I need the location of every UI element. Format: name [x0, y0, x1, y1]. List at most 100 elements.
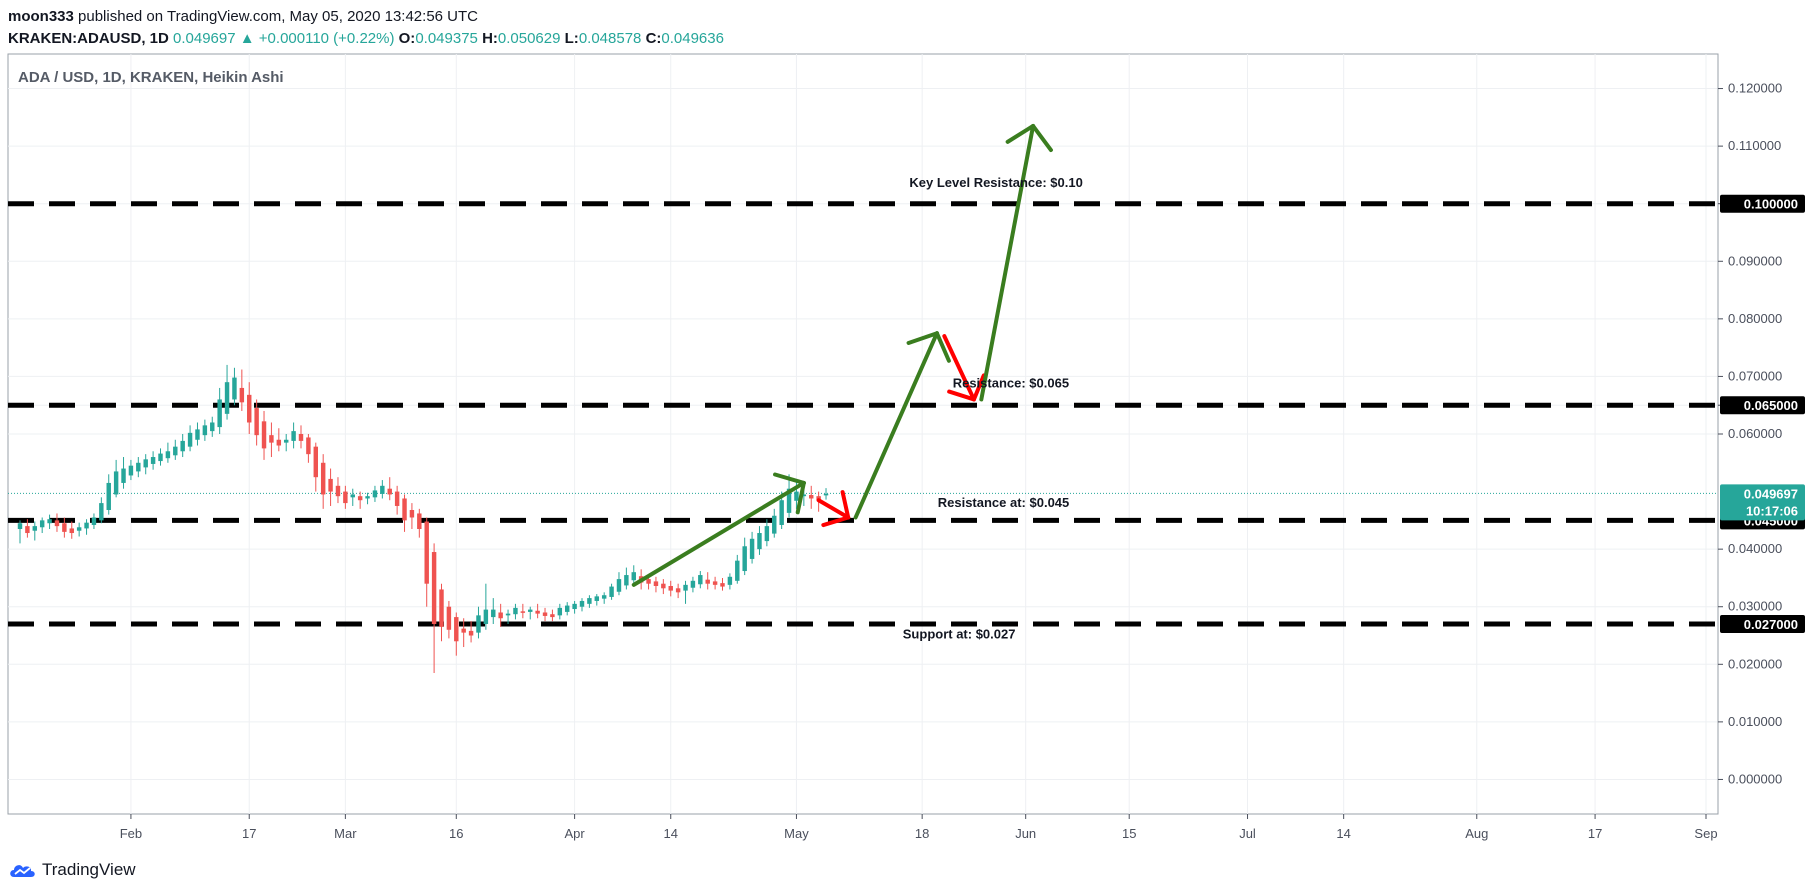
level-price-tag-label: 0.027000 [1744, 617, 1798, 632]
candle-body [668, 586, 673, 591]
y-tick-label: 0.030000 [1728, 599, 1782, 614]
candle-body [491, 609, 496, 618]
open-label: O: [398, 30, 416, 47]
candle-body [446, 606, 452, 630]
x-tick-label: Feb [120, 826, 142, 841]
candle-body [54, 520, 60, 527]
y-tick-label: 0.040000 [1728, 541, 1782, 556]
arrow-shaft [979, 123, 1036, 402]
candle-body [705, 579, 710, 584]
candle-body [661, 583, 666, 589]
tradingview-logo[interactable]: TradingView [8, 860, 136, 880]
candle-body [616, 579, 622, 592]
candle-body [779, 500, 784, 525]
arrow-head [947, 389, 976, 402]
candle-body [461, 628, 466, 633]
candle-body [128, 465, 134, 476]
candle-body [150, 457, 156, 464]
candle-body [224, 382, 230, 414]
candle-body [121, 468, 126, 483]
cloud-icon [10, 865, 35, 877]
y-tick-label: 0.060000 [1728, 426, 1782, 441]
candle-body [520, 611, 526, 613]
x-tick-label: Apr [564, 826, 585, 841]
candle-body [550, 614, 555, 618]
candle-body [291, 431, 296, 441]
high-label: H: [482, 30, 498, 47]
published-text: published on TradingView.com, May 05, 20… [78, 8, 478, 25]
candle-body [232, 377, 237, 400]
x-tick-label: Mar [334, 826, 357, 841]
candle-body [690, 580, 696, 588]
drawing-arrows [631, 123, 1053, 587]
arrow-head [971, 373, 986, 402]
candle-body [25, 526, 30, 534]
candle-body [801, 494, 807, 497]
close-label: C: [645, 30, 662, 47]
close-value: 0.049636 [661, 30, 724, 47]
candle-body [683, 584, 688, 591]
candle-body [343, 491, 348, 504]
arrow-shaft [942, 334, 976, 402]
candle-body [594, 596, 600, 601]
candle-body [528, 609, 533, 612]
last-price-tag [1720, 484, 1805, 521]
time-axis[interactable]: Feb 17 Mar 16 Apr 14 May 18 Jun 15 Jul 14 Aug 17 Sep [120, 814, 1718, 841]
candle-body [772, 515, 777, 534]
y-tick-label: 0.020000 [1728, 656, 1782, 671]
candle-body [439, 589, 444, 627]
candle-body [202, 425, 208, 436]
level-price-tag [1720, 615, 1805, 633]
price-change: +0.000110 (+0.22%) [258, 30, 395, 47]
candle-body [735, 560, 740, 581]
candle-body [320, 462, 326, 495]
symbol-line: KRAKEN:ADAUSD, 1D 0.049697 ▲ +0.000110 (… [8, 28, 724, 50]
candle-body [158, 453, 163, 462]
author-name[interactable]: moon333 [8, 8, 74, 25]
chart-header: moon333 published on TradingView.com, Ma… [8, 6, 724, 50]
candle-body [328, 478, 333, 492]
candle-body [535, 610, 540, 614]
candle-body [276, 439, 282, 446]
x-tick-label: 15 [1122, 826, 1136, 841]
candle-body [91, 517, 97, 525]
candle-body [372, 490, 378, 498]
candle-body [483, 609, 489, 624]
low-label: L: [564, 30, 579, 47]
candle-body [579, 600, 585, 607]
candle-body [557, 607, 563, 616]
candle-body [749, 538, 755, 559]
arrow-head [773, 472, 806, 485]
candle-body [823, 493, 829, 496]
candle-body [587, 598, 592, 604]
candle-body [572, 603, 577, 610]
y-tick-label: 0.080000 [1728, 311, 1782, 326]
candle-body [380, 485, 385, 494]
level-annotation: Resistance at: $0.045 [938, 495, 1070, 510]
candle-body [365, 496, 370, 499]
candle-body [646, 579, 651, 584]
x-tick-label: Jul [1239, 826, 1256, 841]
candle-body [816, 496, 821, 501]
y-tick-label: 0.000000 [1728, 771, 1782, 786]
x-tick-label: May [784, 826, 809, 841]
last-price: 0.049697 [173, 30, 236, 47]
candle-body [261, 421, 267, 449]
y-tick-label: 0.110000 [1728, 138, 1781, 153]
candle-body [136, 462, 141, 472]
tradingview-brand: TradingView [42, 860, 136, 879]
candle-body [454, 617, 459, 642]
candle-body [631, 572, 636, 581]
candle-body [62, 523, 67, 532]
candle-body [47, 519, 52, 524]
arrow-head [906, 331, 939, 345]
candle-body [727, 576, 733, 585]
price-axis[interactable]: 0.1200000.1100000.1000000.0900000.080000… [1718, 81, 1782, 787]
candle-body [417, 513, 422, 529]
x-tick-label: 14 [664, 826, 678, 841]
candle-body [39, 520, 45, 528]
candle-body [786, 488, 792, 513]
candle-body [143, 459, 148, 468]
candle-body [357, 496, 363, 501]
